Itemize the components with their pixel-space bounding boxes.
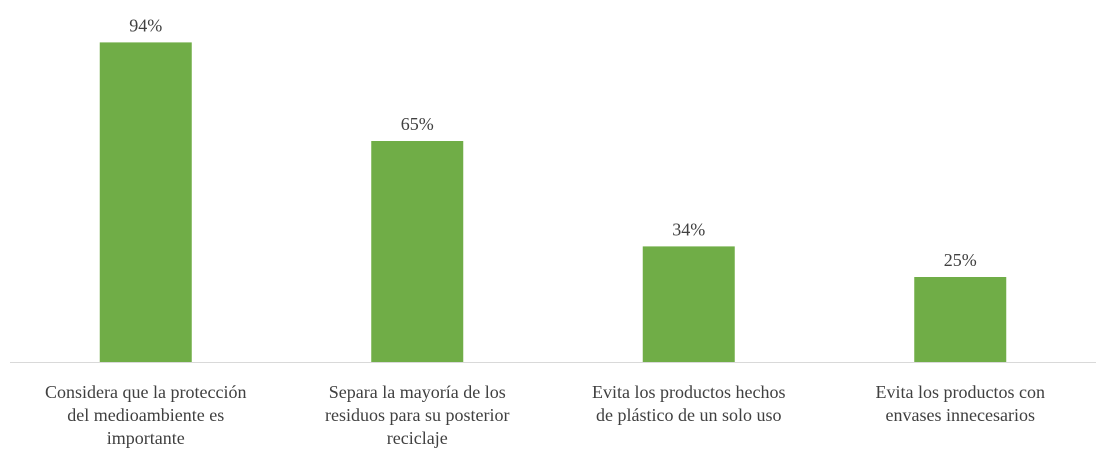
category-label-line: Evita los productos con: [876, 382, 1045, 402]
value-label-3: 34%: [672, 219, 705, 239]
category-label-line: reciclaje: [387, 428, 448, 448]
bar-4: [914, 277, 1007, 362]
category-label-line: del medioambiente es: [67, 405, 224, 425]
category-label-line: Separa la mayoría de los: [329, 382, 506, 402]
category-label-1: Considera que la protección del medioambi…: [45, 382, 246, 448]
category-label-line: de plástico de un solo uso: [596, 405, 781, 425]
value-label-4: 25%: [944, 250, 977, 270]
bars-layer: [99, 42, 1007, 363]
category-label-line: Considera que la protección: [45, 382, 246, 402]
value-label-1: 94%: [129, 15, 162, 35]
bar-1: [99, 42, 192, 363]
category-label-3: Evita los productos hechos de plástico de…: [592, 382, 785, 425]
category-label-2: Separa la mayoría de los residuos para su…: [325, 382, 509, 448]
value-label-2: 65%: [401, 114, 434, 134]
bar-3: [642, 246, 735, 362]
category-label-line: envases innecesarios: [886, 405, 1035, 425]
category-label-line: residuos para su posterior: [325, 405, 509, 425]
category-label-line: importante: [107, 428, 185, 448]
category-label-line: Evita los productos hechos: [592, 382, 785, 402]
category-labels-layer: Considera que la protección del medioambi…: [45, 382, 1045, 448]
value-labels-layer: 94% 65% 34% 25%: [129, 15, 977, 270]
category-label-4: Evita los productos con envases innecesar…: [876, 382, 1045, 425]
bar-2: [371, 141, 464, 362]
